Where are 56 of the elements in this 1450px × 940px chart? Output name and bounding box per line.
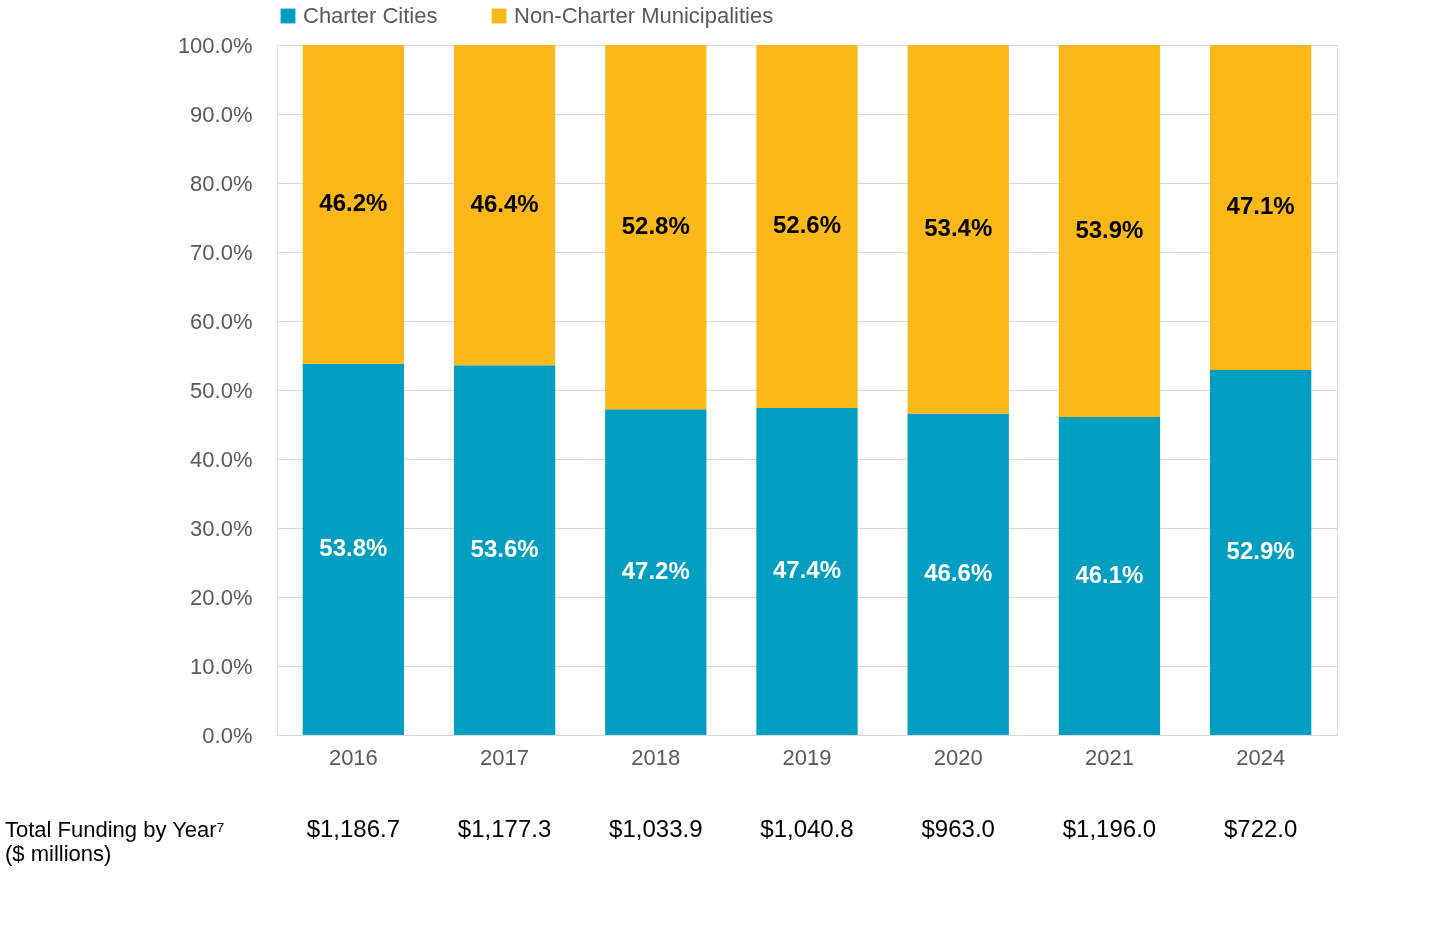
bar (1058, 45, 1161, 417)
text: $722.0 (1223, 815, 1298, 842)
legend-label: Charter Cities (303, 3, 438, 28)
data-label: 53.4% (924, 214, 993, 242)
text: $1,033.9 (609, 815, 703, 842)
y-tick-label: 10.0% (190, 653, 253, 679)
text: $1,186.7 (306, 815, 401, 842)
data-label: 53.8% (319, 534, 388, 562)
bar (453, 45, 556, 366)
bar (1058, 416, 1161, 735)
data-label: 47.1% (1226, 192, 1295, 220)
y-tick-label: 100.0% (177, 32, 253, 58)
bar (302, 45, 405, 364)
text: $1,196.0 (1062, 815, 1157, 842)
y-tick-label: 20.0% (190, 584, 253, 610)
bar (907, 45, 1009, 414)
data-label: 46.1% (1075, 560, 1144, 588)
text: Total Funding by Year⁷ ($ millions) (5, 817, 225, 866)
y-tick-label: 40.0% (190, 446, 253, 472)
text: $963.0 (921, 815, 995, 842)
bar (302, 363, 405, 735)
bar (453, 365, 556, 735)
text: $1,040.8 (760, 815, 854, 842)
bar (756, 45, 858, 408)
x-tick-label: 2019 (782, 744, 832, 770)
legend-label: Non-Charter Municipalities (514, 3, 774, 28)
x-tick-label: 2016 (328, 744, 378, 770)
y-tick-label: 50.0% (190, 377, 253, 403)
data-label: 52.6% (772, 211, 842, 239)
bar (605, 409, 707, 735)
data-label: 47.4% (772, 556, 842, 584)
data-label: 46.2% (319, 189, 388, 217)
bar (1209, 45, 1312, 370)
y-tick-label: 80.0% (190, 170, 253, 196)
data-label: 46.6% (924, 559, 993, 587)
x-tick-label: 2018 (631, 744, 681, 770)
text: $1,177.3 (457, 815, 552, 842)
bar (907, 413, 1009, 735)
bar (605, 45, 707, 410)
y-tick-label: 60.0% (190, 308, 253, 334)
x-tick-label: 2024 (1236, 744, 1286, 770)
y-tick-label: 70.0% (190, 239, 253, 265)
x-tick-label: 2021 (1084, 744, 1134, 770)
y-tick-label: 90.0% (190, 101, 253, 127)
data-label: 46.4% (470, 190, 539, 218)
bar (756, 407, 858, 735)
x-tick-label: 2017 (480, 744, 530, 770)
data-label: 52.8% (621, 212, 690, 240)
data-label: 53.6% (470, 535, 539, 563)
data-label: 52.9% (1226, 537, 1295, 565)
data-label: 47.2% (621, 557, 690, 585)
x-tick-label: 2020 (933, 744, 983, 770)
y-tick-label: 0.0% (202, 722, 253, 748)
bar (1209, 369, 1312, 735)
y-tick-label: 30.0% (190, 515, 253, 541)
data-label: 53.9% (1075, 215, 1144, 243)
